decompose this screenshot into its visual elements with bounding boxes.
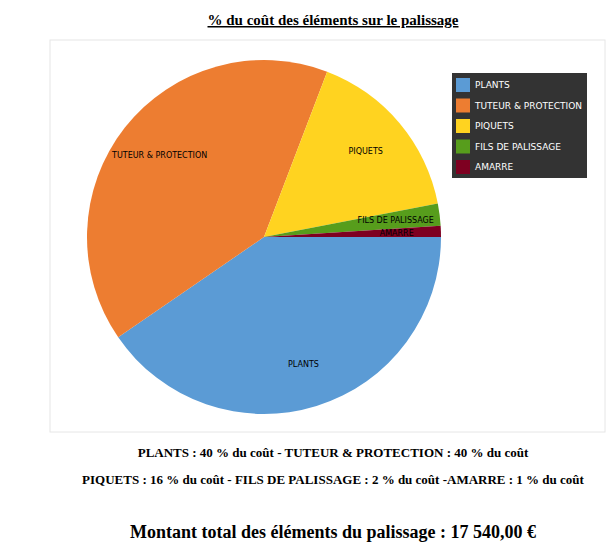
slice-label: FILS DE PALISSAGE <box>358 216 434 225</box>
legend-label: TUTEUR & PROTECTION <box>474 101 582 111</box>
slice-label: PIQUETS <box>349 147 383 156</box>
legend-swatch <box>456 160 470 174</box>
slice-label: TUTEUR & PROTECTION <box>111 151 207 160</box>
legend-label: AMARRE <box>475 162 514 172</box>
chart-svg: % du coût des éléments sur le palissage P… <box>0 0 607 549</box>
legend-swatch <box>456 78 470 92</box>
caption: Montant total des éléments du palissage … <box>130 522 536 542</box>
chart-title: % du coût des éléments sur le palissage <box>208 12 459 28</box>
legend-label: PIQUETS <box>475 121 514 131</box>
legend-swatch <box>456 140 470 154</box>
chart-container: % du coût des éléments sur le palissage P… <box>0 0 607 549</box>
slice-label: AMARRE <box>380 229 414 238</box>
chart-frame <box>50 40 605 432</box>
pie: PLANTS TUTEUR & PROTECTION PIQUETS FILS DE … <box>87 60 441 414</box>
pie-slice <box>264 226 441 237</box>
slice-label: PLANTS <box>288 360 319 369</box>
pie-slice <box>264 204 441 237</box>
annotation: PLANTS : 40 % du coût - TUTEUR & PROTECT… <box>138 445 529 460</box>
legend: PLANTS TUTEUR & PROTECTION PIQUETS FILS DE … <box>452 73 587 178</box>
legend-swatch <box>456 99 470 113</box>
legend-label: PLANTS <box>475 80 510 90</box>
annotation: PIQUETS : 16 % du coût - FILS DE PALISSA… <box>82 472 584 487</box>
legend-box <box>452 73 587 178</box>
legend-swatch <box>456 119 470 133</box>
legend-label: FILS DE PALISSAGE <box>475 142 561 152</box>
